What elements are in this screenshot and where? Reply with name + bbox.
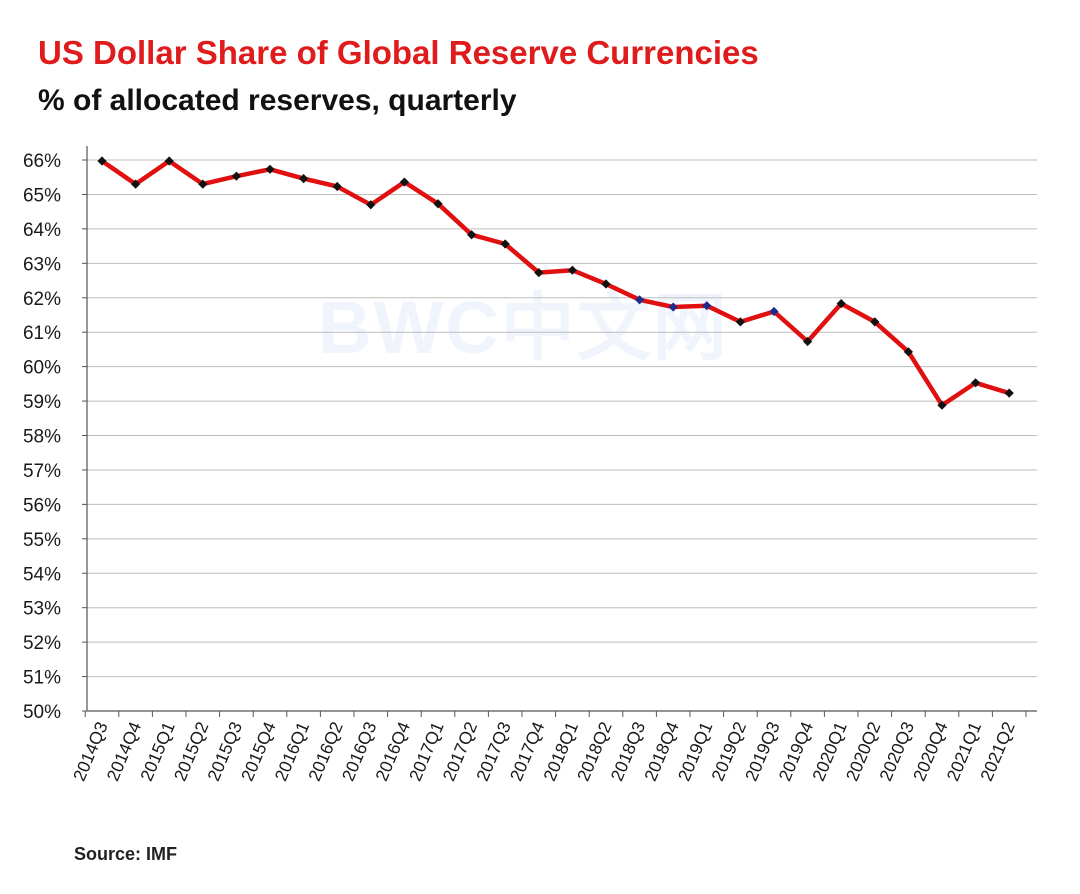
data-point-marker bbox=[769, 306, 779, 317]
y-tick-label: 55% bbox=[23, 530, 61, 551]
y-tick-label: 62% bbox=[23, 289, 61, 310]
y-tick-label: 57% bbox=[23, 461, 61, 482]
data-point-marker bbox=[500, 239, 510, 249]
data-point-marker bbox=[971, 378, 981, 388]
y-tick-label: 52% bbox=[23, 633, 61, 654]
y-tick-label: 56% bbox=[23, 495, 61, 516]
data-point-marker bbox=[534, 268, 544, 278]
y-tick-label: 65% bbox=[23, 185, 61, 206]
data-point-marker bbox=[433, 199, 443, 209]
y-tick-label: 50% bbox=[23, 702, 61, 723]
data-point-marker bbox=[1004, 388, 1014, 398]
chart-title: US Dollar Share of Global Reserve Curren… bbox=[38, 34, 759, 71]
data-point-marker bbox=[332, 181, 342, 192]
data-point-marker bbox=[601, 279, 611, 289]
data-point-marker bbox=[567, 265, 577, 275]
y-tick-label: 64% bbox=[23, 220, 61, 241]
watermark: BWC中文网 bbox=[318, 286, 729, 369]
data-point-marker bbox=[399, 177, 409, 187]
y-tick-label: 60% bbox=[23, 358, 61, 379]
data-point-marker bbox=[803, 336, 813, 347]
data-point-marker bbox=[97, 156, 107, 166]
y-tick-label: 53% bbox=[23, 599, 61, 620]
data-point-marker bbox=[735, 317, 745, 327]
y-axis-tick-labels: 50% 51% 52% 53% 54% 55% 56% 57% 58% 59% 60% 61% 62% 6… bbox=[23, 151, 61, 723]
source-note: Source: IMF bbox=[74, 844, 178, 864]
data-point-marker bbox=[164, 156, 174, 166]
x-axis-tick-labels: 2014Q32014Q42015Q12015Q22015Q32015Q42016… bbox=[69, 719, 1019, 784]
data-point-marker bbox=[131, 179, 141, 189]
data-point-marker bbox=[903, 347, 913, 357]
data-point-marker bbox=[231, 171, 241, 181]
data-point-marker bbox=[702, 301, 712, 311]
y-tick-label: 58% bbox=[23, 427, 61, 448]
data-series bbox=[97, 156, 1014, 410]
axes bbox=[82, 146, 1037, 717]
data-point-marker bbox=[937, 400, 947, 410]
y-tick-label: 66% bbox=[23, 151, 61, 172]
y-tick-label: 59% bbox=[23, 392, 61, 413]
y-tick-label: 61% bbox=[23, 323, 61, 344]
y-tick-label: 51% bbox=[23, 668, 61, 689]
data-point-marker bbox=[366, 200, 376, 210]
data-point-marker bbox=[198, 179, 208, 189]
data-point-marker bbox=[635, 295, 645, 305]
y-tick-label: 63% bbox=[23, 254, 61, 275]
data-point-marker bbox=[299, 173, 309, 184]
chart-subtitle: % of allocated reserves, quarterly bbox=[38, 84, 517, 117]
data-point-marker bbox=[265, 164, 275, 174]
series-line bbox=[99, 158, 1012, 408]
data-point-marker bbox=[836, 299, 846, 309]
data-point-marker bbox=[467, 230, 477, 240]
data-point-marker bbox=[668, 302, 678, 312]
data-point-marker bbox=[870, 317, 880, 327]
gridlines bbox=[87, 159, 1037, 678]
y-tick-label: 54% bbox=[23, 564, 61, 585]
